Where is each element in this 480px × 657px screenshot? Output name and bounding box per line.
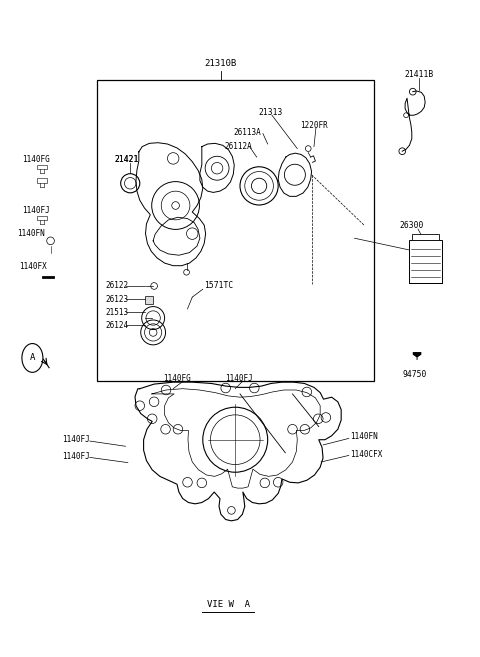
Bar (412, 234, 439, 240)
Text: 26113A: 26113A (234, 127, 262, 137)
Text: 21421: 21421 (115, 155, 139, 164)
Text: 21310B: 21310B (205, 59, 237, 68)
Bar (409, 240, 442, 283)
Text: 1140FJ: 1140FJ (62, 435, 90, 444)
Text: 1140FN: 1140FN (17, 229, 45, 238)
Text: 1140FJ: 1140FJ (225, 374, 252, 384)
Bar (36, 215, 47, 220)
Text: 1140CFX: 1140CFX (350, 449, 382, 459)
Bar (36, 165, 47, 170)
Text: 21421: 21421 (115, 155, 139, 164)
Text: 1140FG: 1140FG (163, 374, 191, 384)
Text: 21513: 21513 (106, 307, 129, 317)
Bar (36, 179, 47, 183)
Text: 1140FG: 1140FG (22, 155, 49, 164)
Text: 1140FJ: 1140FJ (62, 451, 90, 461)
Text: 1140FX: 1140FX (20, 262, 47, 271)
Text: 26122: 26122 (106, 281, 129, 290)
Bar (144, 296, 153, 304)
Text: 1571TC: 1571TC (204, 281, 233, 290)
Text: 1220FR: 1220FR (300, 121, 328, 130)
Text: A: A (30, 353, 35, 363)
Polygon shape (413, 352, 421, 360)
Text: 26112A: 26112A (225, 142, 252, 151)
Text: 21411B: 21411B (404, 70, 433, 79)
Text: 26300: 26300 (400, 221, 424, 230)
Text: 1140FJ: 1140FJ (22, 206, 49, 215)
Circle shape (22, 344, 43, 373)
Text: 1140FN: 1140FN (350, 432, 377, 441)
Text: 26123: 26123 (106, 294, 129, 304)
Text: 21313: 21313 (258, 108, 283, 117)
Text: 94750: 94750 (402, 370, 427, 379)
Bar (97, 80, 373, 381)
Text: 26124: 26124 (106, 321, 129, 330)
Text: VIE W  A: VIE W A (206, 600, 250, 609)
